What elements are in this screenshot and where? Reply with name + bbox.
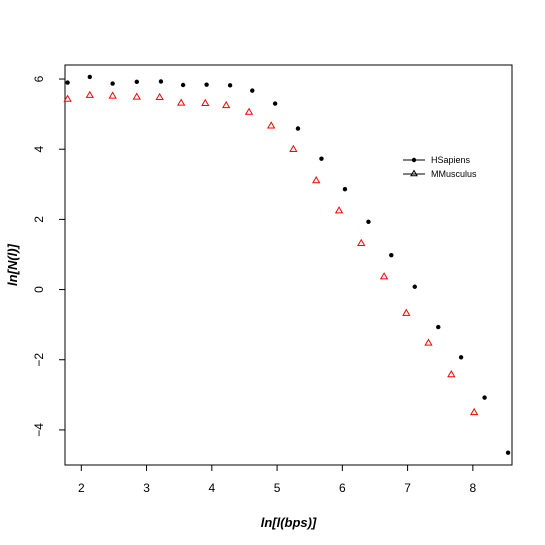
plot-frame [64, 64, 513, 466]
point-hsapiens [412, 284, 417, 289]
point-hsapiens [366, 219, 371, 225]
point-hsapiens [458, 355, 464, 360]
point-hsapiens [250, 88, 255, 93]
point-mmusculus [108, 91, 117, 99]
point-hsapiens [110, 81, 115, 86]
point-hsapiens [204, 82, 209, 87]
point-hsapiens [227, 83, 233, 88]
point-mmusculus [222, 100, 231, 109]
y-tick-label: 6 [32, 75, 46, 82]
point-mmusculus [469, 407, 479, 416]
x-tick-label: 8 [470, 481, 477, 495]
point-mmusculus [289, 144, 298, 152]
data-points [63, 74, 511, 455]
point-hsapiens [134, 79, 139, 85]
x-tick-label: 6 [339, 481, 346, 495]
y-tick-label: 0 [32, 286, 46, 293]
point-mmusculus [176, 98, 186, 106]
point-hsapiens [319, 156, 324, 161]
point-hsapiens [65, 80, 70, 85]
point-mmusculus [85, 90, 94, 98]
point-hsapiens [180, 82, 186, 88]
point-mmusculus [447, 370, 456, 378]
legend-label: MMusculus [431, 169, 477, 179]
point-hsapiens [272, 101, 278, 106]
x-tick-label: 7 [404, 481, 411, 495]
point-mmusculus [63, 94, 72, 102]
x-axis-title: ln[l(bps)] [261, 515, 317, 530]
point-mmusculus [357, 238, 366, 246]
point-mmusculus [424, 338, 433, 346]
legend-marker [410, 169, 418, 177]
x-tick-label: 4 [208, 481, 215, 495]
y-tick-label: −4 [32, 423, 46, 437]
y-tick-label: −2 [32, 353, 46, 367]
point-mmusculus [267, 121, 276, 129]
point-mmusculus [201, 98, 210, 106]
legend: HSapiens MMusculus [403, 155, 477, 179]
point-mmusculus [402, 308, 411, 316]
point-mmusculus [244, 107, 254, 115]
point-hsapiens [505, 450, 511, 455]
point-hsapiens [342, 187, 348, 192]
y-tick-label: 2 [32, 216, 46, 223]
point-mmusculus [334, 206, 344, 214]
y-tick-label: 4 [32, 146, 46, 153]
point-hsapiens [482, 395, 487, 400]
x-tick-label: 2 [78, 481, 85, 495]
x-tick-label: 5 [274, 481, 281, 495]
point-hsapiens [389, 252, 394, 258]
point-mmusculus [155, 92, 164, 101]
point-hsapiens [436, 324, 441, 330]
point-hsapiens [87, 74, 92, 80]
y-axis: 6 4 2 0 −2 −4 [32, 75, 65, 437]
x-axis: 2 3 4 5 6 7 8 [78, 465, 477, 495]
point-mmusculus [132, 92, 141, 100]
point-mmusculus [379, 272, 389, 280]
point-hsapiens [158, 79, 164, 84]
legend-marker [411, 157, 417, 163]
y-axis-title: ln[N(l)] [5, 243, 20, 286]
point-hsapiens [295, 126, 301, 131]
x-tick-label: 3 [143, 481, 150, 495]
legend-label: HSapiens [431, 155, 471, 165]
point-mmusculus [312, 175, 321, 184]
